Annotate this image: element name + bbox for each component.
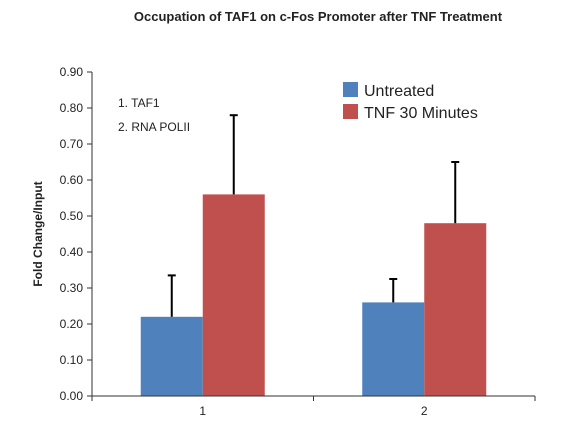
y-tick-label: 0.00 (60, 389, 84, 403)
y-tick-label: 0.10 (60, 353, 84, 367)
chart-title: Occupation of TAF1 on c-Fos Promoter aft… (134, 9, 503, 24)
bar-untreated-1 (140, 316, 203, 396)
y-tick-label: 0.30 (60, 281, 84, 295)
bar-tnf-30-minutes-1 (202, 194, 265, 396)
x-tick-label: 1 (199, 404, 206, 418)
annotation-1: 1. TAF1 (118, 96, 160, 110)
annotation-2: 2. RNA POLII (118, 120, 190, 134)
y-tick-label: 0.80 (60, 101, 84, 115)
legend-label: TNF 30 Minutes (364, 105, 478, 122)
legend-swatch (343, 104, 358, 119)
y-tick-label: 0.60 (60, 173, 84, 187)
x-tick-label: 2 (421, 404, 428, 418)
y-tick-label: 0.40 (60, 245, 84, 259)
y-axis-label: Fold Change/Input (31, 181, 45, 286)
legend-swatch (343, 82, 358, 97)
y-tick-label: 0.70 (60, 137, 84, 151)
y-tick-label: 0.50 (60, 209, 84, 223)
bar-tnf-30-minutes-2 (424, 223, 487, 396)
y-tick-label: 0.20 (60, 317, 84, 331)
bar-untreated-2 (362, 302, 425, 396)
y-tick-label: 0.90 (60, 65, 84, 79)
legend-label: Untreated (364, 83, 434, 100)
